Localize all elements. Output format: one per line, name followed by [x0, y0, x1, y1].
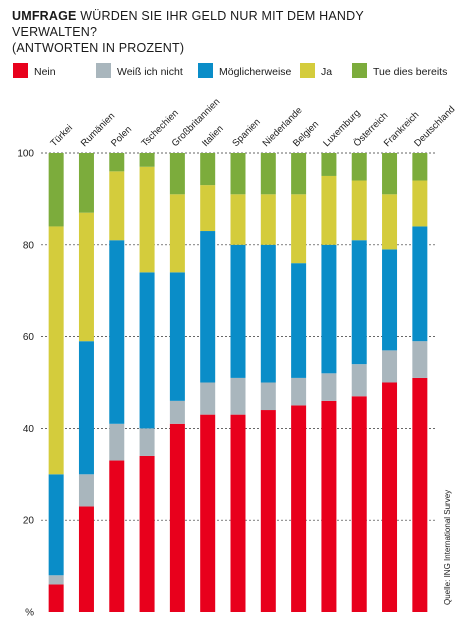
bar-tschechien-moglicherweise — [139, 272, 155, 429]
bar-italien-moglicherweise — [200, 231, 216, 383]
bar-rumanien-nein — [78, 506, 94, 612]
bar-osterreich-ja — [351, 180, 367, 241]
bar-turkei-tue-dies-bereits — [48, 153, 64, 227]
legend-label-tue-dies-bereits: Tue dies bereits — [373, 66, 447, 78]
bar-luxemburg-weiss-ich-nicht — [321, 373, 337, 401]
bar-tschechien-weiss-ich-nicht — [139, 428, 155, 456]
bar-tschechien-tue-dies-bereits — [139, 153, 155, 167]
bar-luxemburg-nein — [321, 400, 337, 612]
bar-deutschland-tue-dies-bereits — [412, 153, 428, 181]
bar-polen-tue-dies-bereits — [109, 153, 125, 172]
bar-italien-weiss-ich-nicht — [200, 382, 216, 415]
bar-rumanien-moglicherweise — [78, 341, 94, 475]
x-tick-label: Italien — [200, 123, 226, 149]
bar-turkei-nein — [48, 584, 64, 612]
bar-deutschland-moglicherweise — [412, 226, 428, 342]
title-subtitle: (ANTWORTEN IN PROZENT) — [12, 41, 185, 55]
bar-tschechien-ja — [139, 166, 155, 273]
legend-label-ja: Ja — [321, 66, 332, 78]
legend: Nein Weiß ich nicht Möglicherweise Ja Tue di… — [13, 63, 447, 78]
bar-frankreich-moglicherweise — [382, 249, 398, 351]
y-tick-label: 20 — [23, 516, 35, 527]
bar-belgien-weiss-ich-nicht — [291, 377, 307, 406]
bar-italien-ja — [200, 185, 216, 232]
legend-swatch-tue-dies-bereits — [352, 63, 367, 78]
y-tick-label: % — [25, 608, 34, 619]
y-tick-label: 100 — [17, 149, 34, 160]
bar-spanien-moglicherweise — [230, 244, 246, 378]
chart-title: UMFRAGE WÜRDEN SIE IHR GELD NUR MIT DEM … — [12, 8, 452, 56]
x-tick-label: Türkei — [48, 123, 74, 149]
bar-turkei-ja — [48, 226, 64, 475]
bar-osterreich-moglicherweise — [351, 240, 367, 365]
x-tick-label: Spanien — [230, 117, 262, 149]
bar-osterreich-weiss-ich-nicht — [351, 364, 367, 397]
bar-rumanien-weiss-ich-nicht — [78, 474, 94, 507]
bar-osterreich-nein — [351, 396, 367, 612]
source-note: Quelle: ING International Survey — [443, 490, 452, 605]
bar-italien-nein — [200, 414, 216, 612]
bar-turkei-moglicherweise — [48, 474, 64, 576]
legend-label-moglicherweise: Möglicherweise — [219, 66, 292, 78]
bar-frankreich-ja — [382, 194, 398, 250]
bar-niederlande-ja — [260, 194, 276, 245]
bar-grossbritannien-tue-dies-bereits — [169, 153, 185, 195]
bar-polen-moglicherweise — [109, 240, 125, 424]
bar-frankreich-nein — [382, 382, 398, 612]
bar-belgien-nein — [291, 405, 307, 612]
legend-swatch-nein — [13, 63, 28, 78]
bar-niederlande-nein — [260, 410, 276, 612]
y-tick-label: 80 — [23, 240, 35, 251]
bar-osterreich-tue-dies-bereits — [351, 153, 367, 181]
bar-spanien-ja — [230, 194, 246, 245]
bar-polen-ja — [109, 171, 125, 241]
y-axis: 100 80 60 40 20% — [17, 149, 34, 619]
bar-niederlande-weiss-ich-nicht — [260, 382, 276, 411]
bar-luxemburg-tue-dies-bereits — [321, 153, 337, 176]
bar-spanien-weiss-ich-nicht — [230, 377, 246, 415]
y-tick-label: 40 — [23, 424, 35, 435]
y-tick-label: 60 — [23, 332, 35, 343]
x-tick-label: Belgien — [291, 119, 321, 149]
bar-rumanien-ja — [78, 212, 94, 342]
legend-swatch-weiss-ich-nicht — [96, 63, 111, 78]
title-kicker: UMFRAGE — [12, 9, 77, 23]
legend-swatch-moglicherweise — [198, 63, 213, 78]
bar-deutschland-nein — [412, 377, 428, 612]
bars — [48, 153, 428, 612]
bar-tschechien-nein — [139, 455, 155, 612]
bar-turkei-weiss-ich-nicht — [48, 575, 64, 585]
bar-spanien-tue-dies-bereits — [230, 153, 246, 195]
bar-polen-weiss-ich-nicht — [109, 423, 125, 461]
bar-deutschland-ja — [412, 180, 428, 227]
bar-grossbritannien-weiss-ich-nicht — [169, 400, 185, 424]
bar-belgien-tue-dies-bereits — [291, 153, 307, 195]
bar-luxemburg-ja — [321, 175, 337, 245]
bar-niederlande-tue-dies-bereits — [260, 153, 276, 195]
bar-deutschland-weiss-ich-nicht — [412, 341, 428, 378]
bar-grossbritannien-ja — [169, 194, 185, 273]
bar-niederlande-moglicherweise — [260, 244, 276, 383]
legend-label-nein: Nein — [34, 66, 56, 78]
bar-frankreich-tue-dies-bereits — [382, 153, 398, 195]
bar-belgien-moglicherweise — [291, 263, 307, 378]
bar-grossbritannien-nein — [169, 423, 185, 612]
bar-luxemburg-moglicherweise — [321, 244, 337, 374]
bar-frankreich-weiss-ich-nicht — [382, 350, 398, 383]
bar-rumanien-tue-dies-bereits — [78, 153, 94, 213]
bar-grossbritannien-moglicherweise — [169, 272, 185, 401]
x-tick-label: Deutschland — [412, 104, 457, 149]
bar-belgien-ja — [291, 194, 307, 264]
title-question: WÜRDEN SIE IHR GELD NUR MIT DEM HANDY VE… — [12, 9, 364, 39]
bar-polen-nein — [109, 460, 125, 612]
legend-swatch-ja — [300, 63, 315, 78]
bar-spanien-nein — [230, 414, 246, 612]
legend-label-weiss-ich-nicht: Weiß ich nicht — [117, 66, 183, 78]
bar-italien-tue-dies-bereits — [200, 153, 216, 186]
x-tick-label: Polen — [109, 124, 134, 149]
